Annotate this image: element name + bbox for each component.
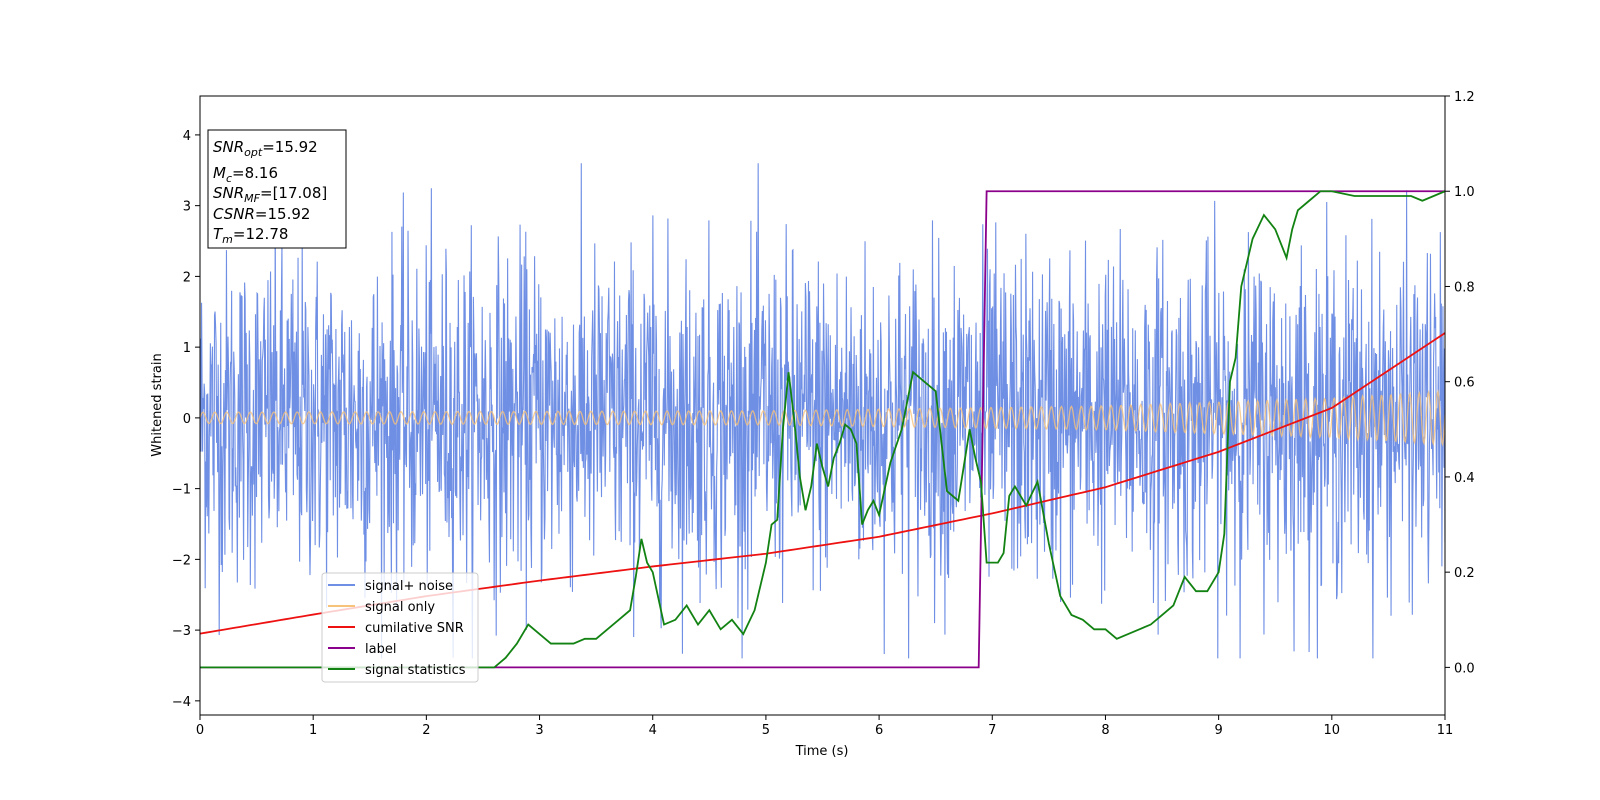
legend-label-label: label (365, 642, 396, 657)
x-tick-label: 10 (1324, 723, 1341, 738)
info-csnr: CSNR=15.92 (213, 205, 310, 223)
legend-label-signal: signal only (365, 600, 435, 615)
y-left-tick-label: 1 (183, 341, 191, 356)
x-tick-label: 6 (875, 723, 883, 738)
info-snr-mf: SNRMF=[17.08] (213, 184, 327, 205)
x-tick-label: 7 (988, 723, 996, 738)
y-left-tick-label: −4 (172, 695, 191, 710)
y-right-tick-label: 0.0 (1454, 661, 1475, 676)
series-label (200, 190, 1445, 669)
y-left-tick-label: 2 (183, 270, 191, 285)
y-right-tick-label: 0.4 (1454, 471, 1475, 486)
y-left-tick-label: 3 (183, 200, 191, 215)
info-tm: Tm=12.78 (213, 225, 288, 246)
x-tick-label: 2 (422, 723, 430, 738)
legend-frame (321, 572, 479, 683)
y-left-tick-label: 0 (183, 412, 191, 427)
y-right-tick-label: 0.6 (1454, 376, 1475, 391)
plot-frame (199, 95, 1446, 716)
legend: signal+ noise signal only cumilative SNR… (321, 572, 479, 683)
y-right-tick-label: 1.2 (1454, 90, 1475, 105)
y-axis-label: Whitened strain (150, 353, 165, 456)
info-snr-opt: SNRopt=15.92 (213, 138, 318, 159)
series-signal-statistics (200, 190, 1445, 669)
y-right-tick-label: 0.8 (1454, 280, 1475, 295)
x-tick-label: 9 (1214, 723, 1222, 738)
x-tick-label: 4 (649, 723, 657, 738)
legend-label-statistics: signal statistics (365, 663, 466, 678)
y-left-tick-label: −1 (172, 483, 191, 498)
legend-label-noise: signal+ noise (365, 579, 453, 594)
x-tick-label: 5 (762, 723, 770, 738)
x-tick-label: 3 (535, 723, 543, 738)
x-tick-label: 1 (309, 723, 317, 738)
y-right-tick-label: 0.2 (1454, 566, 1475, 581)
x-tick-label: 11 (1437, 723, 1454, 738)
series-signal-only (200, 389, 1445, 447)
info-box: SNRopt=15.92 Mc=8.16 SNRMF=[17.08] CSNR=… (207, 129, 347, 249)
y-left-tick-label: −3 (172, 624, 191, 639)
y-left-tick-label: −2 (172, 553, 191, 568)
x-tick-label: 0 (196, 723, 204, 738)
x-tick-label: 8 (1101, 723, 1109, 738)
x-axis-label: Time (s) (795, 744, 849, 759)
axes-layer: 0 1 2 3 4 5 6 7 8 9 10 11 −4 −3 −2 −1 0 1 2 3 4 0.0 0.2 0.4 0.6 0… (172, 90, 1475, 738)
info-mc: Mc=8.16 (213, 164, 278, 185)
y-right-tick-label: 1.0 (1454, 185, 1475, 200)
info-box-frame (207, 129, 347, 249)
legend-label-cumulative-snr: cumilative SNR (365, 621, 464, 636)
y-left-tick-label: 4 (183, 129, 191, 144)
